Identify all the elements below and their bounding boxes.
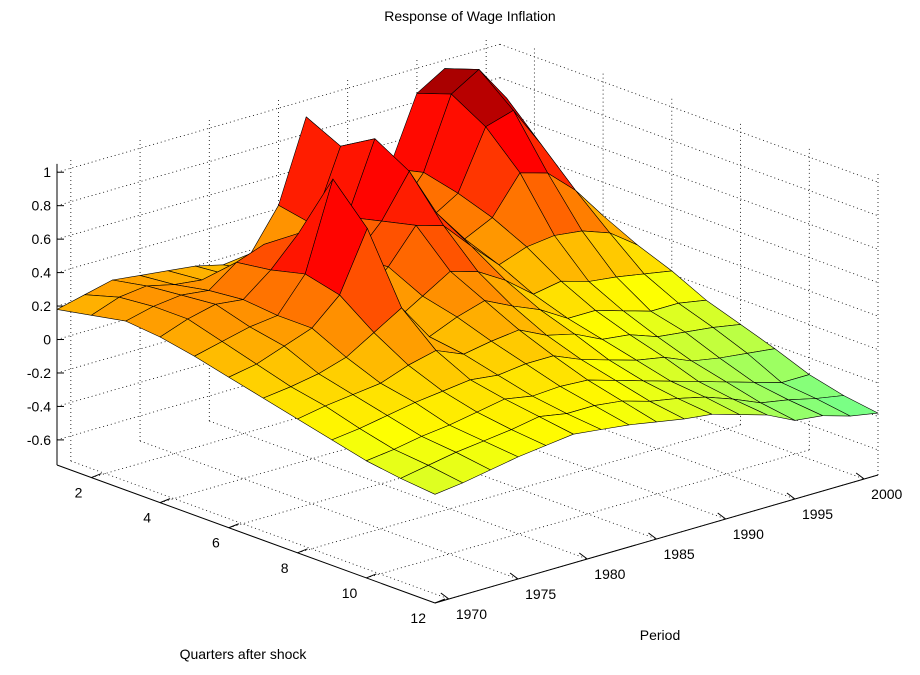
x-tick bbox=[366, 573, 377, 579]
y-tick bbox=[717, 512, 727, 520]
x-tick bbox=[434, 598, 446, 604]
y-axis-label: Period bbox=[640, 627, 680, 643]
y-tick-label: 1985 bbox=[664, 546, 695, 562]
z-tick-label: -0.4 bbox=[27, 398, 51, 414]
y-tick bbox=[509, 572, 519, 580]
z-tick-label: 0.8 bbox=[32, 198, 52, 214]
z-tick-label: -0.2 bbox=[27, 365, 51, 381]
y-tick-label: 1980 bbox=[594, 566, 625, 582]
z-tick-label: 0.2 bbox=[32, 298, 52, 314]
z-tick-label: 1 bbox=[43, 164, 51, 180]
x-tick bbox=[91, 473, 102, 479]
y-tick bbox=[578, 552, 588, 560]
y-tick-label: 1970 bbox=[456, 606, 487, 622]
y-tick-label: 1995 bbox=[802, 506, 833, 522]
x-tick bbox=[297, 548, 308, 554]
x-tick-label: 12 bbox=[410, 610, 426, 626]
surface-layer bbox=[56, 68, 879, 495]
z-tick-label: 0 bbox=[43, 332, 51, 348]
grid-line-z bbox=[499, 43, 879, 183]
x-tick-label: 10 bbox=[342, 585, 358, 601]
z-tick-label: 0.6 bbox=[32, 231, 52, 247]
x-tick bbox=[228, 523, 240, 529]
surface-patch bbox=[400, 464, 464, 495]
y-tick-label: 1990 bbox=[733, 526, 764, 542]
grid-line-y bbox=[70, 460, 449, 600]
y-tick bbox=[648, 532, 657, 540]
x-tick-label: 4 bbox=[143, 510, 151, 526]
y-tick-label: 2000 bbox=[871, 486, 902, 502]
x-axis-line bbox=[56, 464, 436, 604]
grid-line-z bbox=[56, 43, 501, 173]
x-tick-label: 6 bbox=[212, 535, 220, 551]
x-tick bbox=[159, 498, 171, 504]
chart-title: Response of Wage Inflation bbox=[384, 8, 555, 24]
y-tick bbox=[855, 472, 865, 480]
axes-layer bbox=[56, 163, 879, 604]
y-tick bbox=[786, 492, 796, 500]
z-tick-label: 0.4 bbox=[32, 265, 52, 281]
x-axis-label: Quarters after shock bbox=[180, 646, 308, 662]
y-tick-label: 1975 bbox=[525, 586, 556, 602]
grid-line-x bbox=[366, 449, 810, 579]
grid-line-x bbox=[297, 424, 741, 554]
z-tick-label: -0.6 bbox=[27, 432, 51, 448]
y-tick bbox=[440, 592, 450, 600]
x-tick-label: 8 bbox=[281, 560, 289, 576]
x-tick-label: 2 bbox=[75, 485, 83, 501]
